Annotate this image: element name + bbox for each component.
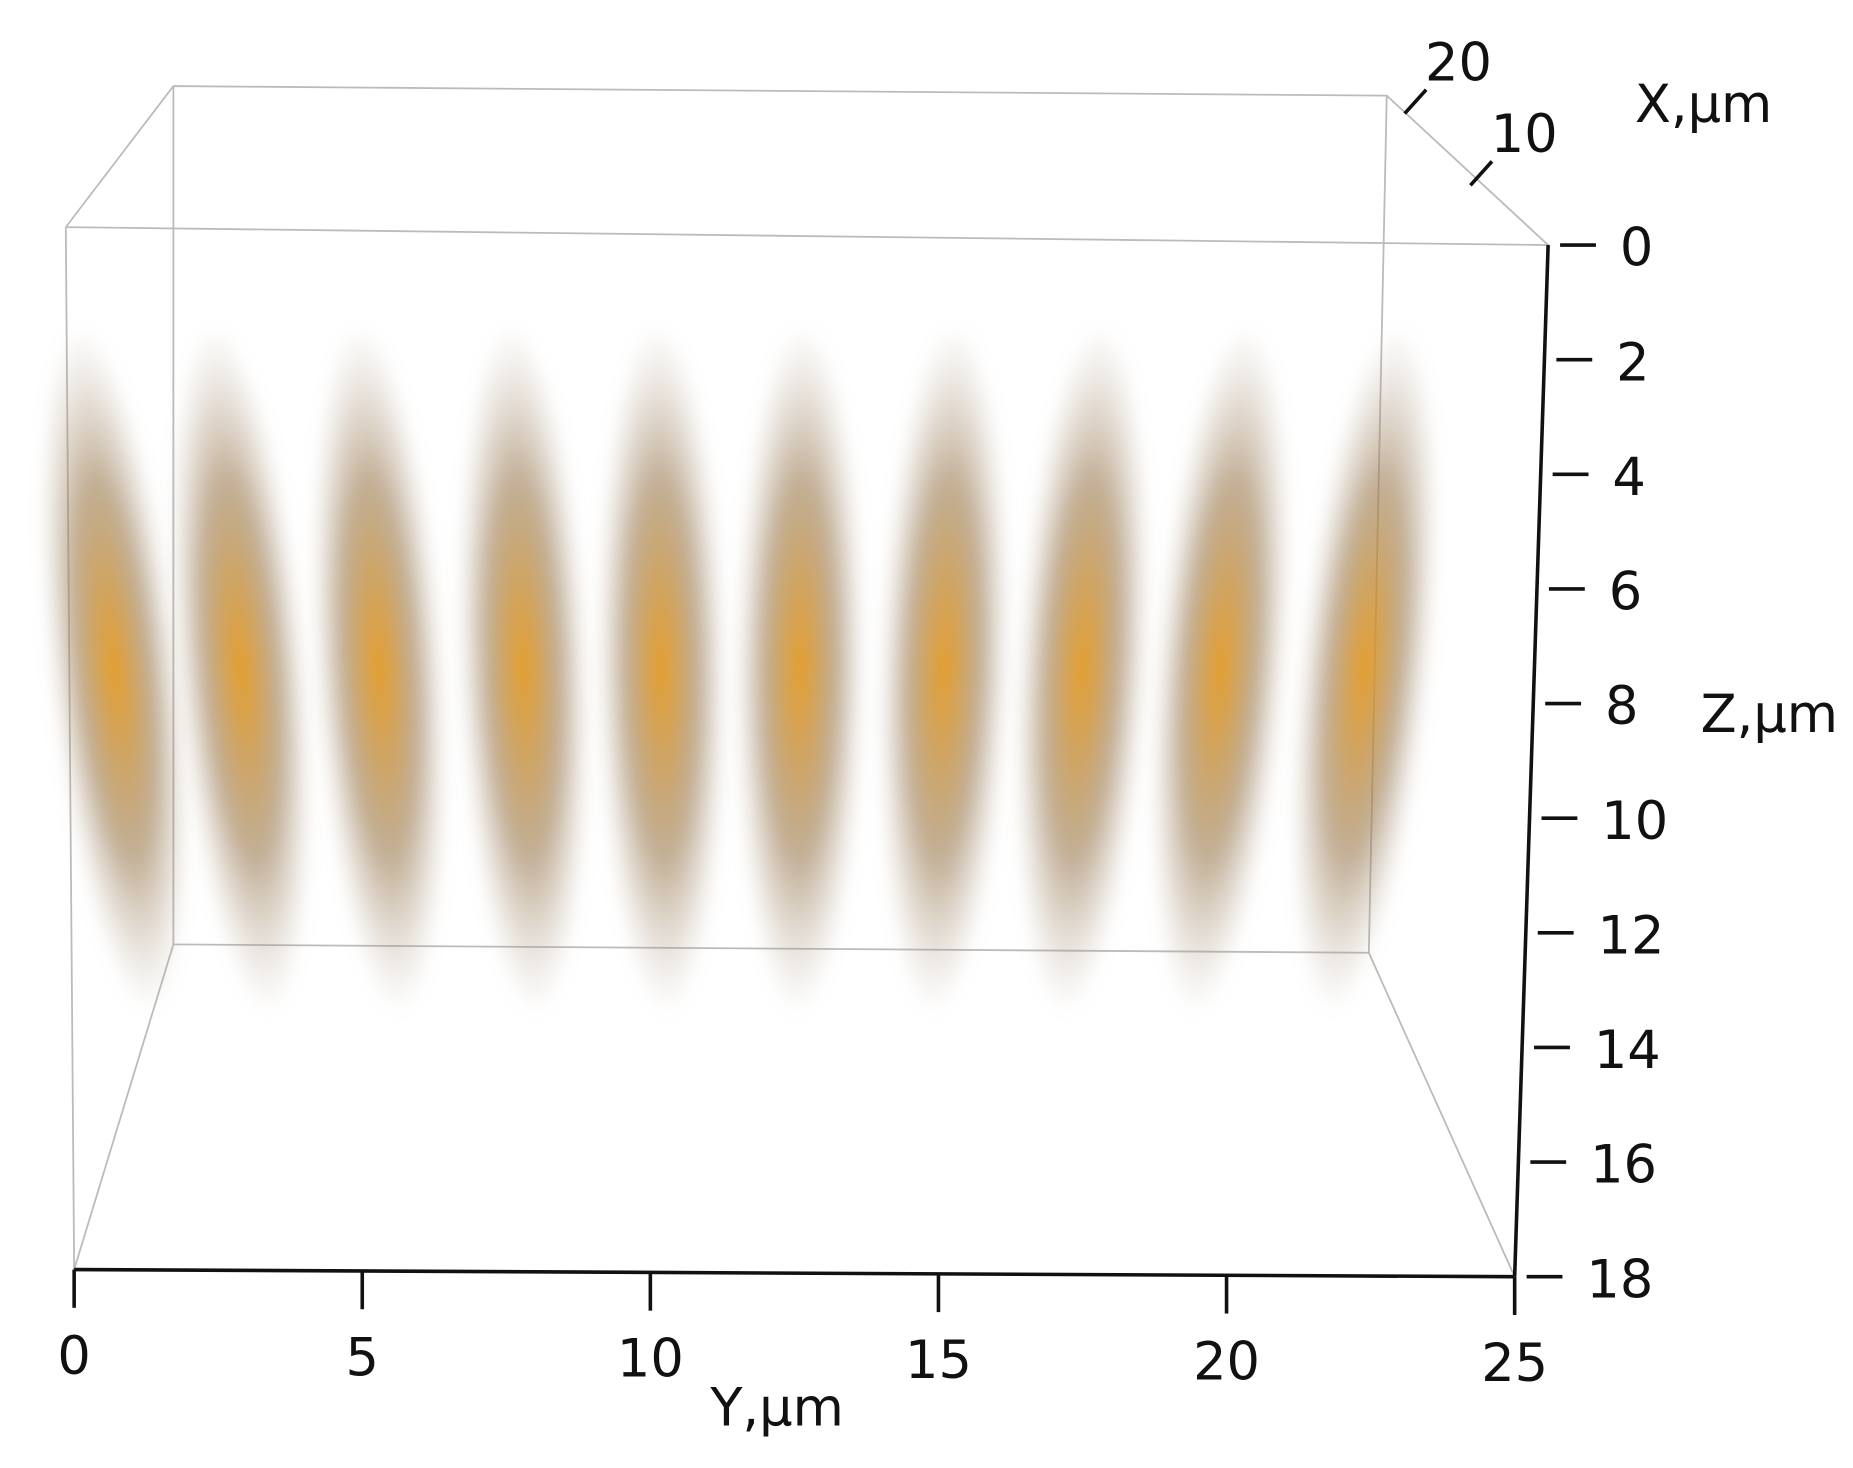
z-tick-label: 2	[1616, 332, 1649, 393]
y-tick-label: 10	[617, 1329, 684, 1390]
x-tick-label: 10	[1491, 104, 1558, 165]
blob	[877, 322, 1011, 1016]
blob	[39, 324, 190, 1015]
y-axis-line	[74, 1267, 1515, 1279]
y-axis-label: Y,µm	[709, 1377, 844, 1438]
blob	[595, 322, 728, 1016]
x-tick	[1403, 88, 1428, 115]
x-tick	[1469, 160, 1494, 187]
y-tick-label: 15	[905, 1330, 972, 1391]
y-tick-label: 0	[57, 1326, 90, 1387]
blob	[169, 323, 313, 1015]
blob	[310, 323, 449, 1016]
y-tick-label: 5	[346, 1327, 379, 1388]
axes: 0 5 10 15 20 25 0 2 4 6 8 10 12 14 16 18 10 20	[57, 32, 1668, 1394]
z-tick-label: 14	[1594, 1020, 1661, 1081]
z-tick-label: 12	[1598, 905, 1665, 966]
z-tick-label: 16	[1590, 1135, 1657, 1196]
x-tick-label: 20	[1425, 32, 1492, 93]
z-axis-label: Z,µm	[1701, 684, 1838, 745]
z-tick-label: 10	[1601, 791, 1668, 852]
z-axis-line	[1512, 245, 1550, 1277]
y-tick-label: 25	[1481, 1333, 1548, 1394]
blob	[734, 322, 866, 1016]
z-tick-label: 0	[1620, 218, 1653, 279]
z-tick-label: 8	[1605, 676, 1638, 737]
x-axis-label: X,µm	[1635, 74, 1772, 135]
z-tick-label: 6	[1609, 562, 1642, 623]
blob	[456, 322, 591, 1016]
blobs	[39, 322, 1439, 1016]
y-tick-label: 20	[1193, 1332, 1260, 1393]
blob	[1150, 323, 1292, 1015]
z-tick-label: 18	[1586, 1249, 1653, 1310]
blob	[1290, 324, 1439, 1015]
blob	[1014, 323, 1151, 1016]
z-tick-label: 4	[1612, 447, 1645, 508]
